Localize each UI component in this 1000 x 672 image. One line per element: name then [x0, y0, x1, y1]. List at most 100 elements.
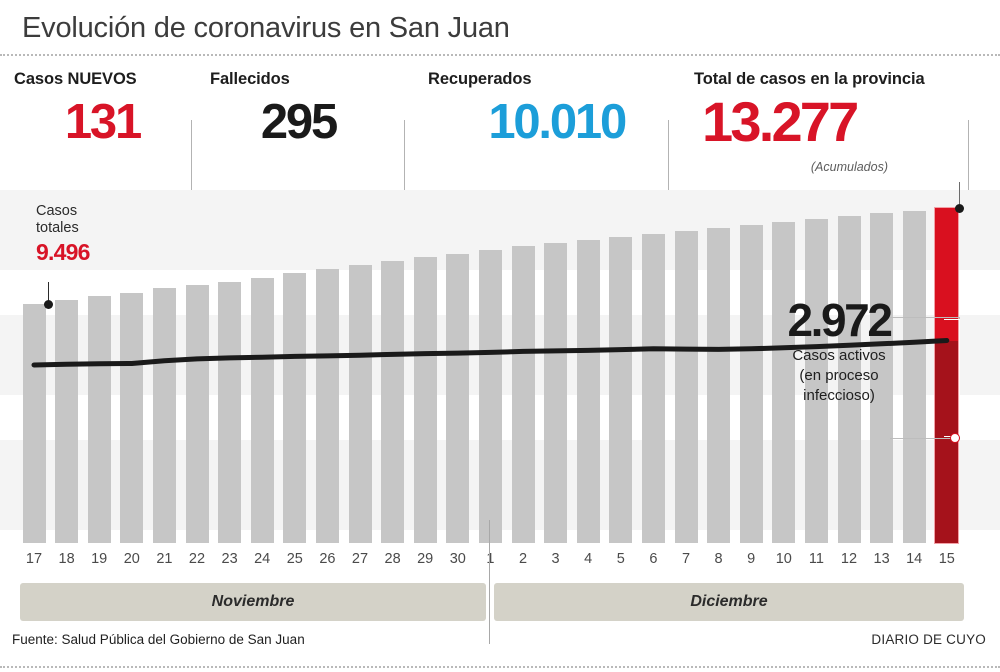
- chart-area: Casos totales 9.496 2.972 Casos activos …: [0, 182, 1000, 544]
- x-tick-20: 20: [123, 551, 140, 567]
- x-tick-21: 21: [156, 551, 173, 567]
- x-tick-6: 6: [649, 551, 658, 567]
- bar-14: [902, 210, 926, 543]
- x-tick-24: 24: [254, 551, 271, 567]
- bar-19: [87, 296, 111, 543]
- x-tick-29: 29: [417, 551, 434, 567]
- bar-22: [185, 284, 209, 543]
- bar-6: [641, 234, 665, 543]
- divider-top: [0, 54, 1000, 56]
- annotation-caption-line3: infeccioso): [803, 387, 875, 404]
- kpi-divider: [668, 120, 669, 226]
- x-tick-7: 7: [681, 551, 691, 567]
- bar-10: [772, 222, 796, 543]
- kpi-divider: [191, 120, 192, 226]
- kpi-divider: [968, 120, 969, 226]
- leader-line-icon: [48, 282, 49, 304]
- divider-bottom: [0, 666, 1000, 668]
- kpi-label: Recuperados: [428, 70, 532, 88]
- bar-13: [870, 213, 894, 543]
- bracket-endpoint-dot-icon: [950, 433, 960, 443]
- bar-15: [934, 207, 960, 544]
- x-tick-1: 1: [486, 551, 495, 567]
- x-tick-15: 15: [938, 551, 955, 567]
- x-tick-12: 12: [840, 551, 858, 567]
- x-tick-19: 19: [91, 551, 108, 567]
- bar-23: [218, 281, 242, 543]
- x-axis-ticks: 17 18 19 20 21 22 23 24 25 26 27 28 29 30 1 2 3 4 5 6 7 8 9 10 1…: [0, 543, 1000, 581]
- x-tick-17: 17: [25, 551, 43, 567]
- bar-5: [609, 237, 633, 543]
- annotation-casos-totales: Casos totales 9.496: [36, 203, 156, 266]
- x-tick-30: 30: [449, 551, 466, 567]
- bar-1: [478, 250, 502, 543]
- kpi-value: 131: [64, 95, 142, 149]
- x-tick-2: 2: [518, 551, 528, 567]
- bar-8: [707, 228, 731, 543]
- x-tick-25: 25: [286, 551, 303, 567]
- annotation-caption-line2: totales: [36, 220, 79, 236]
- bar-12: [837, 215, 861, 543]
- bracket-highlight-icon: [944, 319, 960, 437]
- bar-17: [22, 303, 46, 543]
- x-tick-18: 18: [58, 551, 75, 567]
- source-note: Fuente: Salud Pública del Gobierno de Sa…: [12, 632, 305, 647]
- kpi-label: Casos NUEVOS: [14, 70, 137, 88]
- bar-segment-recuperados: [935, 340, 959, 543]
- annotation-caption-line1: Casos activos: [792, 347, 886, 364]
- x-tick-14: 14: [906, 551, 923, 567]
- annotation-value-casos-totales: 9.496: [36, 239, 90, 265]
- annotation-caption-line2: (en proceso: [799, 367, 879, 384]
- page-title: Evolución de coronavirus en San Juan: [22, 12, 510, 44]
- month-bands: Noviembre Diciembre: [0, 583, 1000, 621]
- kpi-divider: [404, 120, 405, 226]
- x-tick-23: 23: [221, 551, 238, 567]
- month-band-noviembre: Noviembre: [20, 583, 486, 621]
- bar-29: [413, 257, 437, 543]
- x-tick-8: 8: [714, 551, 723, 567]
- kpi-sublabel: (Acumulados): [810, 160, 888, 174]
- kpi-recuperados: Recuperados 10.010: [410, 56, 640, 180]
- leader-line-icon: [959, 182, 960, 204]
- leader-dot-icon: [44, 300, 53, 309]
- brand-label: DIARIO DE CUYO: [871, 632, 986, 647]
- bar-25: [283, 273, 307, 543]
- kpi-value: 13.277: [702, 90, 859, 153]
- kpi-casos-nuevos: Casos NUEVOS 131: [0, 56, 185, 180]
- bar-27: [348, 265, 372, 543]
- bar-11: [804, 218, 828, 543]
- x-tick-5: 5: [616, 551, 625, 567]
- x-tick-13: 13: [873, 551, 890, 567]
- title-bar: Evolución de coronavirus en San Juan: [0, 0, 1000, 55]
- bar-26: [315, 268, 339, 543]
- bar-18: [55, 299, 79, 543]
- bar-30: [446, 253, 470, 543]
- kpi-strip: Casos NUEVOS 131 Fallecidos 295 Recupera…: [0, 56, 1000, 226]
- bar-24: [250, 277, 274, 543]
- kpi-label: Fallecidos: [210, 70, 290, 88]
- x-tick-3: 3: [551, 551, 560, 567]
- kpi-value: 295: [260, 95, 338, 149]
- month-separator-line: [489, 520, 490, 644]
- x-tick-26: 26: [319, 551, 336, 567]
- kpi-fallecidos: Fallecidos 295: [196, 56, 381, 180]
- x-tick-28: 28: [384, 551, 401, 567]
- x-tick-22: 22: [188, 551, 206, 567]
- x-tick-4: 4: [584, 551, 593, 567]
- kpi-value: 10.010: [488, 95, 627, 149]
- bar-9: [739, 225, 763, 543]
- leader-dot-icon: [955, 204, 964, 213]
- annotation-value-casos-activos: 2.972: [787, 294, 893, 346]
- kpi-total-provincia: Total de casos en la provincia 13.277 (A…: [676, 56, 964, 180]
- kpi-label: Total de casos en la provincia: [694, 70, 925, 88]
- x-tick-11: 11: [808, 551, 824, 567]
- footer: Fuente: Salud Pública del Gobierno de Sa…: [0, 632, 1000, 658]
- bar-4: [576, 240, 600, 543]
- annotation-casos-activos: 2.972 Casos activos (en proceso infeccio…: [744, 295, 934, 405]
- x-tick-9: 9: [747, 551, 756, 567]
- bar-2: [511, 246, 535, 543]
- bar-3: [544, 243, 568, 543]
- x-tick-27: 27: [351, 551, 369, 567]
- bar-20: [120, 292, 144, 543]
